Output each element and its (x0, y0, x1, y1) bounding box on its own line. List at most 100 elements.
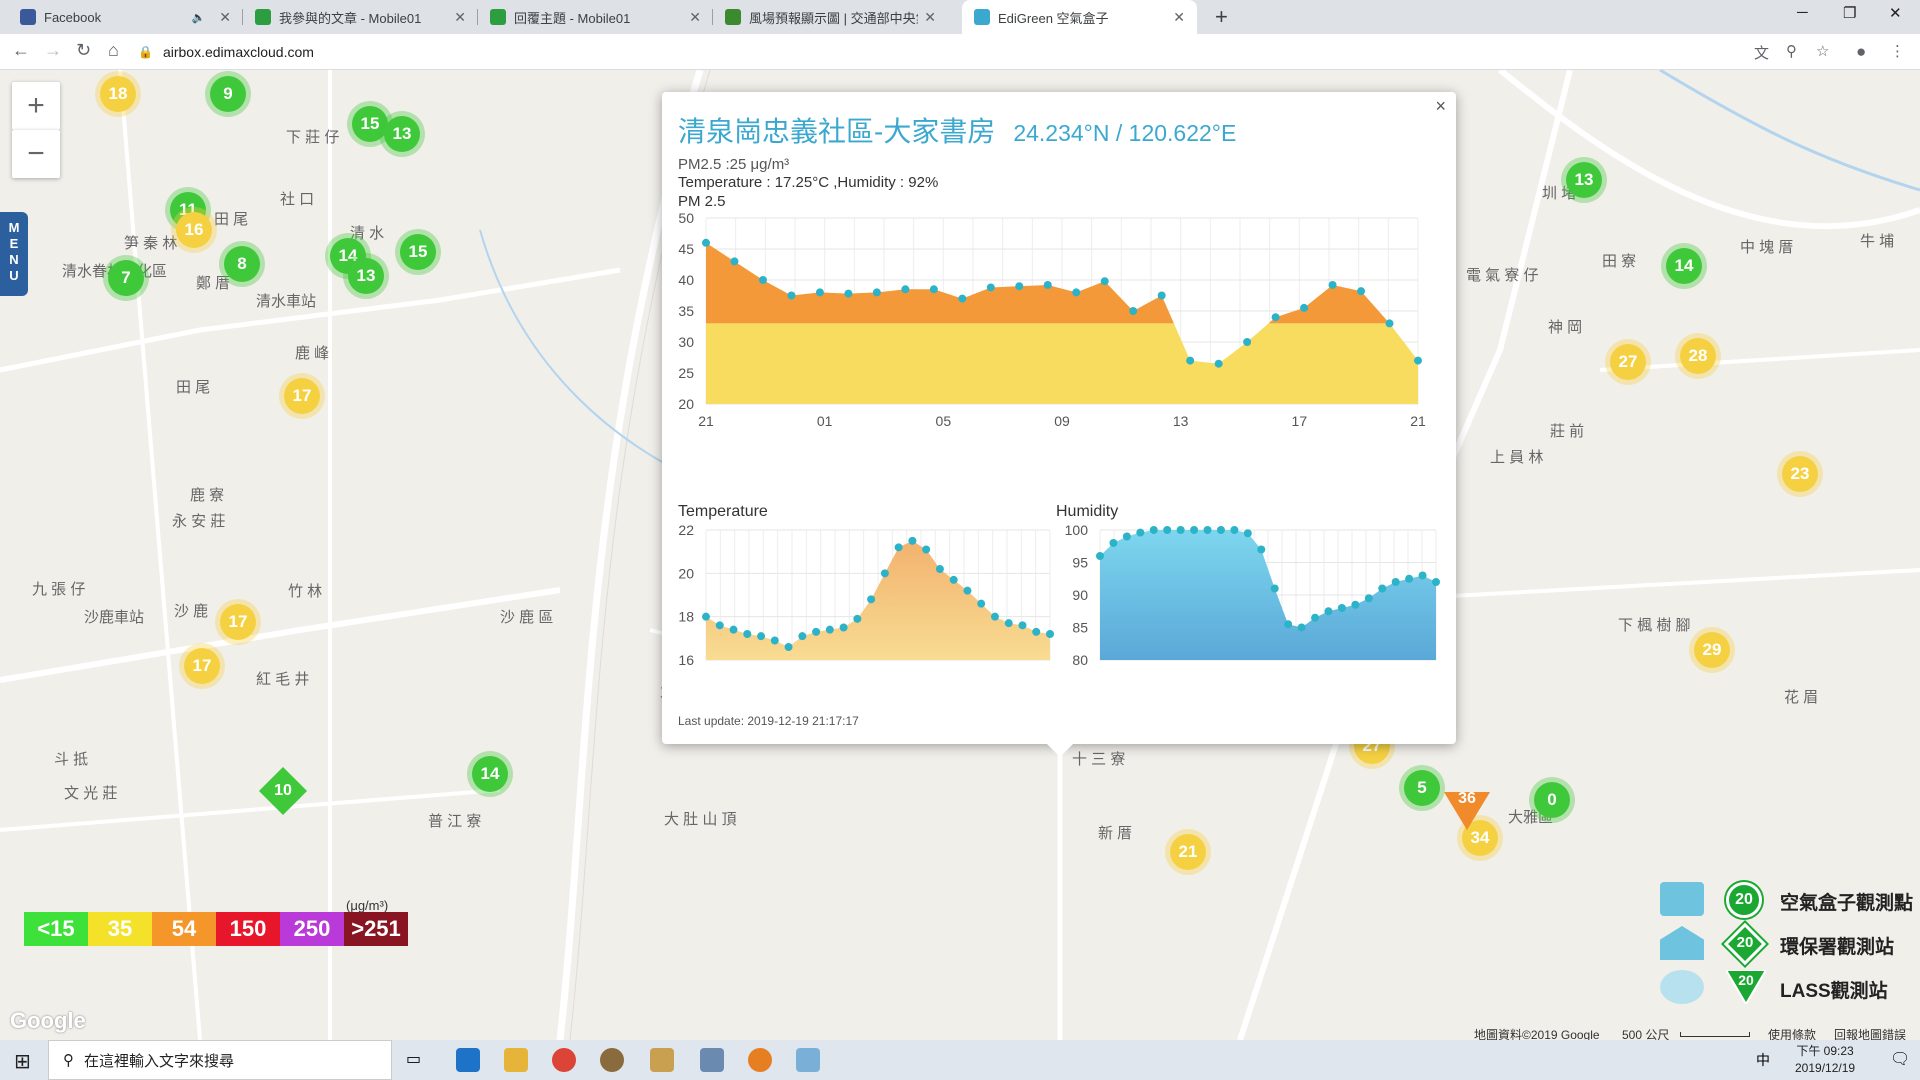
chrome-icon[interactable] (552, 1048, 576, 1072)
system-clock[interactable]: 下午 09:23 2019/12/19 (1795, 1043, 1855, 1077)
tab-edigreen[interactable]: EdiGreen 空氣盒子 ✕ (962, 0, 1197, 34)
close-tab-icon[interactable]: ✕ (689, 8, 701, 25)
report-error-link[interactable]: 回報地圖錯誤 (1834, 1028, 1907, 1042)
data-point (908, 536, 917, 545)
data-point (1136, 528, 1145, 537)
close-tab-icon[interactable]: ✕ (219, 8, 231, 25)
station-marker[interactable]: 15 (400, 234, 436, 270)
close-window-button[interactable]: ✕ (1889, 5, 1902, 22)
menu-dots-icon[interactable]: ⋮ (1890, 43, 1905, 60)
data-point (743, 630, 752, 638)
browser-toolbar: ← → ↻ ⌂ 🔒 airbox.edimaxcloud.com 文 ⚲ ☆ ●… (0, 34, 1920, 70)
zoom-out-button[interactable]: − (12, 130, 60, 178)
data-point (1337, 604, 1346, 612)
close-tab-icon[interactable]: ✕ (924, 8, 936, 25)
terms-link[interactable]: 使用條款 (1768, 1028, 1817, 1042)
back-button[interactable]: ← (12, 40, 30, 60)
ime-indicator[interactable]: 中 (1756, 1052, 1770, 1068)
station-marker[interactable]: 9 (210, 76, 246, 112)
place-label: 永 安 莊 (172, 513, 226, 530)
station-marker[interactable]: 14 (330, 238, 366, 274)
app-icon[interactable] (700, 1048, 724, 1072)
place-label: 花 眉 (1784, 689, 1819, 706)
task-view-icon[interactable]: ▭ (406, 1051, 422, 1068)
blender-icon[interactable] (748, 1048, 772, 1072)
popup-tail (1046, 743, 1074, 757)
clock-time: 下午 09:23 (1796, 1044, 1854, 1058)
station-marker[interactable]: 18 (100, 76, 136, 112)
popup-close-button[interactable]: × (1435, 96, 1446, 116)
station-marker[interactable]: 17 (184, 648, 220, 684)
zoom-in-button[interactable]: + (12, 82, 60, 130)
station-marker[interactable]: 8 (224, 246, 260, 282)
tab-cwb-wind[interactable]: 風場預報顯示圖 | 交通部中央氣象 ✕ (713, 0, 948, 34)
data-point (1432, 578, 1440, 586)
station-marker[interactable]: 29 (1694, 632, 1730, 668)
taskbar-search[interactable]: ⚲ 在這裡輸入文字來搜尋 (48, 1040, 392, 1080)
zoom-icon[interactable]: ⚲ (1786, 43, 1797, 60)
reload-button[interactable]: ↻ (76, 40, 92, 60)
data-point (1405, 574, 1414, 583)
data-point (1324, 607, 1333, 616)
station-marker[interactable]: 17 (284, 378, 320, 414)
temperature-chart: 16 18 20 22 (678, 522, 1054, 668)
station-marker[interactable]: 13 (348, 258, 384, 294)
close-tab-icon[interactable]: ✕ (1173, 8, 1185, 25)
app-icon[interactable] (650, 1048, 674, 1072)
windows-start-icon[interactable]: ⊞ (14, 1051, 31, 1073)
station-marker[interactable]: 17 (220, 604, 256, 640)
place-label: 紅 毛 井 (256, 671, 310, 688)
restore-button[interactable]: ❐ (1843, 5, 1857, 22)
home-button[interactable]: ⌂ (108, 40, 119, 60)
pm25-chart: 20 25 30 35 40 45 50 21 01 05 09 13 17 21 (678, 210, 1426, 429)
station-popup: × 清泉崗忠義社區-大家書房 24.234°N / 120.622°E PM2.5… (662, 92, 1456, 744)
new-tab-button[interactable]: + (1215, 4, 1228, 29)
place-label: 新 厝 (1098, 825, 1133, 842)
app-icon[interactable] (796, 1048, 820, 1072)
edge-icon[interactable] (456, 1048, 480, 1072)
station-marker[interactable]: 23 (1782, 456, 1818, 492)
station-marker[interactable]: 5 (1404, 770, 1440, 806)
close-tab-icon[interactable]: ✕ (454, 8, 466, 25)
minimize-button[interactable]: ─ (1797, 4, 1808, 21)
clock-date: 2019/12/19 (1795, 1061, 1856, 1075)
app-icon[interactable] (600, 1048, 624, 1072)
station-marker[interactable]: 0 (1534, 782, 1570, 818)
area-fill (1100, 530, 1436, 660)
station-marker[interactable]: 7 (108, 260, 144, 296)
pm-chart-label: PM 2.5 (678, 193, 726, 210)
address-bar[interactable]: 🔒 airbox.edimaxcloud.com (138, 38, 1808, 66)
tab-mobile01-reply[interactable]: 回覆主題 - Mobile01 ✕ (478, 0, 713, 34)
data-point (825, 625, 834, 634)
station-marker[interactable]: 13 (1566, 162, 1602, 198)
data-point (1176, 526, 1185, 534)
data-point (1046, 630, 1054, 638)
lock-icon: 🔒 (138, 45, 153, 59)
notification-icon[interactable]: 🗨 (1890, 1051, 1911, 1068)
data-point (867, 595, 876, 604)
forward-button[interactable]: → (44, 40, 62, 60)
speaker-icon[interactable]: 🔈 (191, 11, 206, 24)
station-marker[interactable]: 15 (352, 106, 388, 142)
tab-mobile01-articles[interactable]: 我參與的文章 - Mobile01 ✕ (243, 0, 478, 34)
lass-station-marker[interactable] (1444, 792, 1490, 832)
station-marker[interactable]: 27 (1610, 344, 1646, 380)
place-label: 田 寮 (1602, 253, 1637, 270)
file-explorer-icon[interactable] (504, 1048, 528, 1072)
y-tick-label: 90 (1072, 587, 1088, 603)
bookmark-star-icon[interactable]: ☆ (1816, 43, 1830, 60)
station-marker[interactable]: 28 (1680, 338, 1716, 374)
profile-icon[interactable]: ● (1856, 42, 1867, 61)
station-marker[interactable]: 14 (472, 756, 508, 792)
translate-icon[interactable]: 文 (1754, 45, 1770, 62)
station-marker[interactable]: 16 (176, 212, 212, 248)
tab-facebook[interactable]: Facebook 🔈 ✕ (8, 0, 243, 34)
station-marker[interactable]: 21 (1170, 834, 1206, 870)
data-point (1414, 356, 1422, 365)
y-tick-label: 20 (678, 396, 694, 412)
y-tick-label: 95 (1072, 555, 1088, 571)
station-marker[interactable]: 13 (384, 116, 420, 152)
station-marker[interactable]: 14 (1666, 248, 1702, 284)
